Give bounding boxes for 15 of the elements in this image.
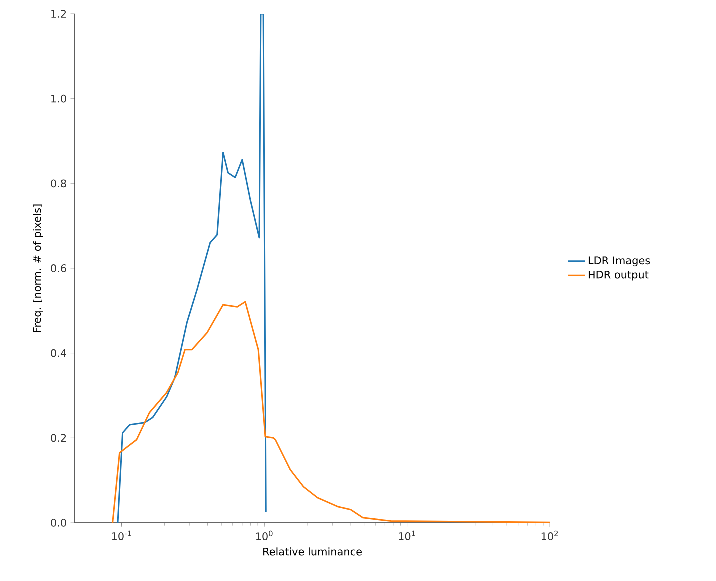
y-tick-label: 1.2: [52, 10, 66, 18]
y-axis-title: Freq. [norm. # of pixels]: [33, 204, 44, 332]
x-axis-title: Relative luminance: [264, 548, 362, 556]
legend-label: HDR output: [588, 270, 649, 281]
y-tick-label: 0.0: [51, 519, 66, 527]
y-tick-label: 0.8: [51, 180, 66, 188]
legend-label: LDR Images: [588, 256, 650, 267]
x-tick-label: 10$^{0}$: [256, 530, 273, 540]
y-tick-label: 0.6: [51, 264, 66, 272]
y-tick-label: 1.0: [52, 94, 66, 103]
x-tick-label: 10$^{1}$: [399, 530, 416, 540]
y-tick-label: 0.4: [51, 349, 66, 358]
x-tick-label: 10$^{-1}$: [112, 530, 132, 540]
y-tick-label: 0.2: [51, 434, 66, 442]
x-tick-label: 10$^{2}$: [542, 530, 558, 540]
